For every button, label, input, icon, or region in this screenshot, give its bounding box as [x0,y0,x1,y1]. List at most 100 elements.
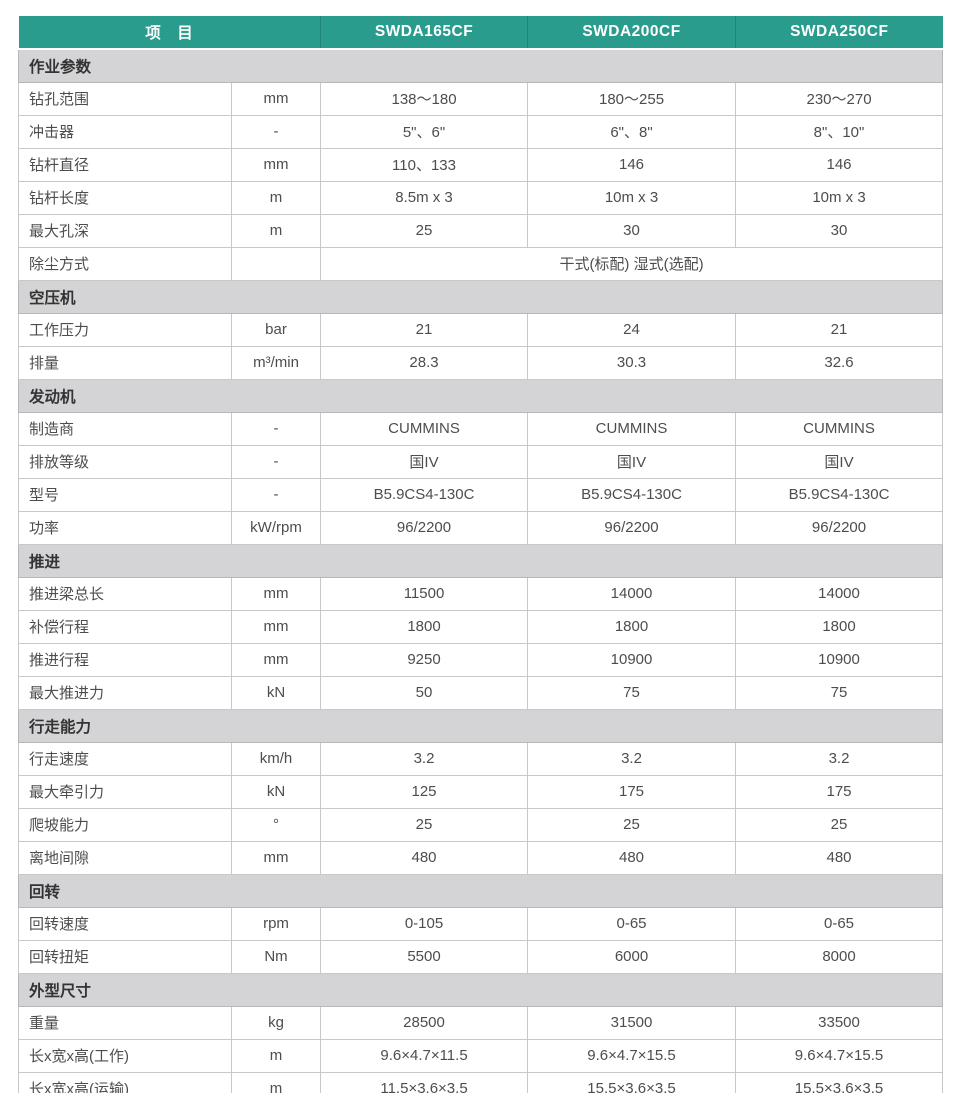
section-title: 推进 [17,543,944,578]
value-cell-model-2: 10m x 3 [735,180,944,215]
item-header-cell: 项 目 [18,16,322,50]
spec-row: 除尘方式 干式(标配) 湿式(选配) [18,246,944,281]
spec-row: 推进梁总长 mm 11500 14000 14000 [18,576,944,611]
spec-row: 补偿行程 mm 1800 1800 1800 [18,609,944,644]
spec-row: 爬坡能力 ° 25 25 25 [18,807,944,842]
unit-cell: m [230,1071,322,1093]
unit-cell: mm [230,642,322,677]
value-cell-model-1: 25 [527,807,737,842]
spec-row: 最大孔深 m 25 30 30 [18,213,944,248]
value-cell-model-0: 5"、6" [320,114,529,149]
param-name-cell: 除尘方式 [18,246,232,281]
value-cell-model-0: CUMMINS [320,411,529,446]
spec-row: 工作压力 bar 21 24 21 [18,312,944,347]
value-cell-model-1: 9.6×4.7×15.5 [527,1038,737,1073]
param-name-cell: 钻孔范围 [18,81,232,116]
value-cell-model-0: 25 [320,807,529,842]
value-cell-model-0: 11500 [320,576,529,611]
value-cell-model-1: 146 [527,147,737,182]
unit-cell: mm [230,81,322,116]
value-cell-model-2: 0-65 [735,906,944,941]
value-cell-model-0: 11.5×3.6×3.5 [320,1071,529,1093]
model-header-swda200cf: SWDA200CF [527,16,737,50]
spec-row: 最大牵引力 kN 125 175 175 [18,774,944,809]
value-cell-model-1: 30.3 [527,345,737,380]
value-cell-model-0: 28500 [320,1005,529,1040]
value-cell-model-2: 1800 [735,609,944,644]
value-cell-model-0: B5.9CS4-130C [320,477,529,512]
value-cell-model-1: 96/2200 [527,510,737,545]
value-cell-model-2: 33500 [735,1005,944,1040]
spec-row: 钻杆长度 m 8.5m x 3 10m x 3 10m x 3 [18,180,944,215]
section-header-row: 空压机 [17,279,944,314]
value-cell-model-2: 25 [735,807,944,842]
value-cell-model-0: 21 [320,312,529,347]
section-title: 发动机 [17,378,944,413]
spec-row: 回转扭矩 Nm 5500 6000 8000 [18,939,944,974]
unit-cell: - [230,411,322,446]
param-name-cell: 排放等级 [18,444,232,479]
unit-cell: m [230,1038,322,1073]
value-cell-model-0: 0-105 [320,906,529,941]
spec-row: 行走速度 km/h 3.2 3.2 3.2 [18,741,944,776]
spec-row: 回转速度 rpm 0-105 0-65 0-65 [18,906,944,941]
param-name-cell: 最大孔深 [18,213,232,248]
merged-value-cell: 干式(标配) 湿式(选配) [320,246,944,281]
param-name-cell: 爬坡能力 [18,807,232,842]
value-cell-model-0: 国IV [320,444,529,479]
value-cell-model-1: 175 [527,774,737,809]
spec-row: 钻孔范围 mm 138～180 180～255 230～270 [18,81,944,116]
section-header-row: 外型尺寸 [17,972,944,1007]
unit-cell: kW/rpm [230,510,322,545]
value-cell-model-2: 96/2200 [735,510,944,545]
value-cell-model-2: 9.6×4.7×15.5 [735,1038,944,1073]
param-name-cell: 回转扭矩 [18,939,232,974]
param-name-cell: 制造商 [18,411,232,446]
spec-row: 钻杆直径 mm 110、133 146 146 [18,147,944,182]
value-cell-model-0: 125 [320,774,529,809]
unit-cell: bar [230,312,322,347]
value-cell-model-1: B5.9CS4-130C [527,477,737,512]
value-cell-model-0: 9250 [320,642,529,677]
value-cell-model-0: 9.6×4.7×11.5 [320,1038,529,1073]
spec-table-body: 作业参数 钻孔范围 mm 138～180 180～255 230～270 冲击器 -5"、6"… [17,48,944,1093]
value-cell-model-0: 28.3 [320,345,529,380]
param-name-cell: 工作压力 [18,312,232,347]
value-cell-model-1: 31500 [527,1005,737,1040]
value-cell-model-2: 230～270 [735,81,944,116]
unit-cell: m³/min [230,345,322,380]
param-name-cell: 钻杆直径 [18,147,232,182]
value-cell-model-2: 14000 [735,576,944,611]
section-title: 空压机 [17,279,944,314]
spec-row: 型号 - B5.9CS4-130C B5.9CS4-130C B5.9CS4-130C [18,477,944,512]
param-name-cell: 冲击器 [18,114,232,149]
param-name-cell: 排量 [18,345,232,380]
value-cell-model-2: 30 [735,213,944,248]
value-cell-model-0: 25 [320,213,529,248]
value-cell-model-1: 国IV [527,444,737,479]
param-name-cell: 最大推进力 [18,675,232,710]
unit-cell: mm [230,576,322,611]
param-name-cell: 钻杆长度 [18,180,232,215]
unit-cell: mm [230,147,322,182]
value-cell-model-2: 8000 [735,939,944,974]
spec-row: 排放等级 - 国IV 国IV 国IV [18,444,944,479]
param-name-cell: 补偿行程 [18,609,232,644]
section-title: 外型尺寸 [17,972,944,1007]
value-cell-model-2: 10900 [735,642,944,677]
value-cell-model-2: 146 [735,147,944,182]
value-cell-model-1: 0-65 [527,906,737,941]
unit-cell: Nm [230,939,322,974]
unit-cell: m [230,180,322,215]
param-name-cell: 最大牵引力 [18,774,232,809]
param-name-cell: 离地间隙 [18,840,232,875]
spec-row: 功率 kW/rpm 96/2200 96/2200 96/2200 [18,510,944,545]
value-cell-model-2: 3.2 [735,741,944,776]
spec-row: 制造商 - CUMMINS CUMMINS CUMMINS [18,411,944,446]
value-cell-model-0: 96/2200 [320,510,529,545]
value-cell-model-1: 6000 [527,939,737,974]
value-cell-model-2: 32.6 [735,345,944,380]
unit-cell: kN [230,675,322,710]
value-cell-model-1: 6"、8" [527,114,737,149]
spec-row: 长x宽x高(运输) m 11.5×3.6×3.5 15.5×3.6×3.5 15.5×3… [18,1071,944,1093]
